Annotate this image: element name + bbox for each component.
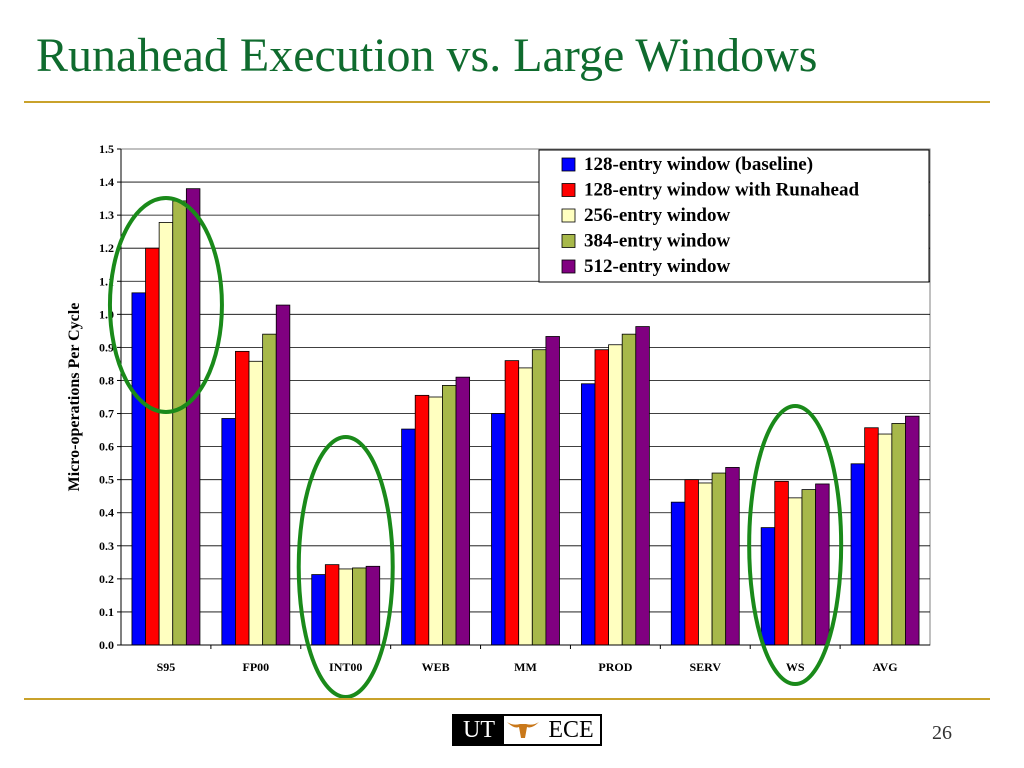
y-axis-label: Micro-operations Per Cycle: [66, 303, 83, 492]
bar-avg-series-2: [864, 427, 879, 646]
bar-s95-series-4: [172, 200, 187, 646]
bar-web-series-3: [428, 396, 443, 646]
y-tick-label: 0.3: [99, 539, 114, 553]
bar-mm-series-4: [531, 349, 547, 646]
bar-serv-series-1: [670, 501, 686, 646]
bar-ws-series-5: [815, 483, 830, 646]
y-tick-label: 0.0: [99, 638, 114, 652]
y-tick-label: 1.3: [99, 208, 114, 222]
logo-ece-text: ECE: [548, 717, 594, 743]
x-tick-label: AVG: [872, 660, 897, 674]
x-tick-label: MM: [514, 660, 537, 674]
longhorn-icon: [504, 716, 542, 744]
legend-label: 512-entry window: [584, 256, 730, 277]
bar-s95-series-2: [145, 247, 160, 646]
bar-s95-series-1: [131, 292, 146, 646]
legend-swatch: [561, 157, 576, 172]
legend-swatch: [561, 234, 576, 248]
y-tick-label: 0.1: [99, 605, 114, 619]
x-axis-ticks: S95 FP00 INT00 WEB MM PROD SERV WS AVG: [157, 645, 898, 674]
y-tick-label: 0.5: [99, 473, 114, 487]
highlight-circles: [107, 196, 844, 699]
bar-avg-series-4: [891, 423, 906, 646]
y-tick-label: 0.7: [99, 407, 114, 421]
bar-prod-series-1: [580, 383, 596, 646]
bar-int00-series-5: [365, 565, 381, 646]
legend-swatch: [561, 208, 576, 223]
ut-ece-logo: UT ECE: [452, 714, 602, 746]
bar-s95-series-5: [185, 188, 201, 646]
bar-serv-series-4: [711, 472, 727, 646]
title-divider: [24, 101, 990, 103]
x-tick-label: S95: [157, 660, 176, 674]
bar-web-series-1: [401, 428, 416, 646]
bar-mm-series-2: [504, 360, 520, 646]
y-tick-label: 1.4: [99, 175, 114, 189]
bar-fp00-series-2: [235, 350, 250, 646]
bar-avg-series-5: [905, 415, 920, 646]
bar-int00-series-2: [324, 564, 340, 646]
highlight-circle-int00: [296, 435, 395, 699]
bar-int00-series-4: [352, 567, 367, 646]
bar-avg-series-1: [850, 463, 866, 646]
bar-ws-series-3: [787, 497, 803, 646]
bar-fp00-series-4: [262, 333, 277, 646]
bar-prod-series-4: [621, 333, 637, 646]
legend-label: 384-entry window: [584, 231, 730, 252]
legend-label: 256-entry window: [584, 205, 730, 226]
bar-ws-series-2: [774, 480, 789, 646]
bars: [131, 188, 920, 646]
legend-box: [538, 149, 930, 283]
bar-mm-series-3: [518, 367, 533, 646]
y-tick-label: 1.5: [99, 142, 114, 156]
bar-serv-series-5: [725, 467, 740, 646]
bar-ws-series-1: [760, 527, 776, 646]
bar-web-series-2: [414, 394, 430, 646]
bar-avg-series-3: [877, 433, 893, 646]
page-number: 26: [932, 722, 952, 744]
highlight-circle-s95: [107, 196, 224, 414]
y-tick-label: 0.8: [99, 373, 114, 387]
x-tick-label: WEB: [422, 660, 450, 674]
x-tick-label: WS: [786, 660, 805, 674]
y-tick-label: 1.2: [99, 241, 114, 255]
y-tick-label: 0.9: [99, 340, 114, 354]
legend-swatch: [561, 183, 576, 197]
legend-swatch: [561, 259, 576, 274]
bar-prod-series-5: [635, 326, 650, 646]
x-tick-label: SERV: [689, 660, 721, 674]
bar-fp00-series-3: [248, 360, 264, 646]
bar-mm-series-1: [491, 413, 506, 646]
y-tick-label: 0.2: [99, 572, 114, 586]
bar-int00-series-3: [338, 568, 353, 646]
y-tick-label: 0.4: [99, 506, 114, 520]
bar-ws-series-4: [801, 489, 816, 646]
y-tick-label: 0.6: [99, 440, 114, 454]
bar-serv-series-3: [698, 482, 713, 646]
bar-prod-series-3: [608, 344, 623, 646]
bar-prod-series-2: [594, 349, 609, 646]
bar-web-series-4: [442, 385, 457, 646]
logo-ut-text: UT: [454, 716, 504, 744]
bar-web-series-5: [455, 376, 471, 646]
bar-serv-series-2: [684, 479, 699, 646]
x-tick-label: FP00: [242, 660, 269, 674]
x-tick-label: INT00: [329, 660, 362, 674]
bar-chart: 0.00.10.20.30.40.50.60.70.80.91.01.11.21…: [66, 142, 931, 699]
bar-fp00-series-5: [275, 304, 291, 646]
bar-s95-series-3: [158, 222, 174, 646]
slide-title: Runahead Execution vs. Large Windows: [36, 29, 818, 82]
bar-mm-series-5: [545, 336, 560, 646]
footer-divider: [24, 698, 990, 700]
legend: 128-entry window (baseline) 128-entry win…: [538, 149, 930, 283]
highlight-circle-ws: [747, 404, 844, 686]
legend-label: 128-entry window with Runahead: [584, 180, 859, 201]
bar-int00-series-1: [311, 574, 326, 646]
x-tick-label: PROD: [598, 660, 632, 674]
legend-label: 128-entry window (baseline): [584, 154, 813, 175]
bar-fp00-series-1: [221, 418, 236, 646]
y-axis-ticks: 0.00.10.20.30.40.50.60.70.80.91.01.11.21…: [99, 142, 121, 652]
